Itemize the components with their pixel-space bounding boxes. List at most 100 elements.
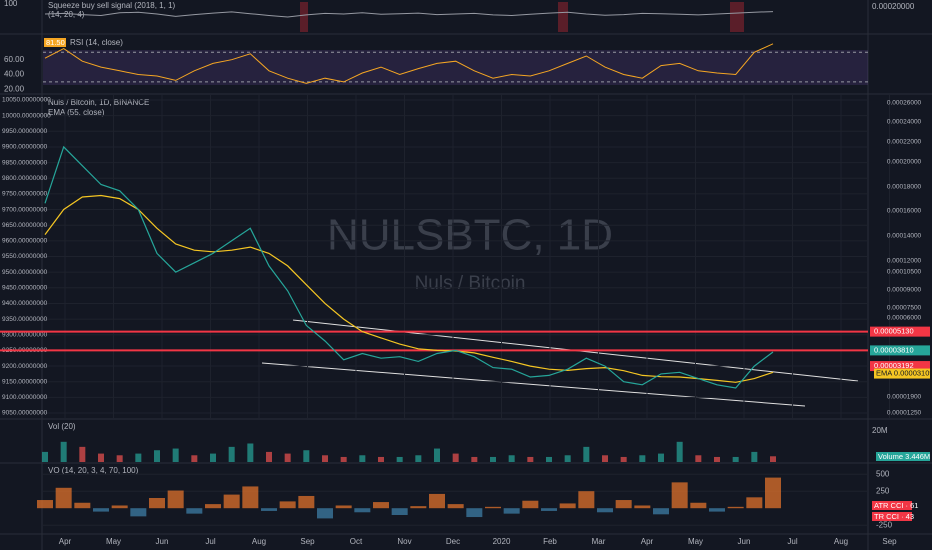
volume-bar [303, 450, 310, 462]
y-tick-label: 9100.00000000 [2, 394, 48, 401]
y-tick-label: 9600.00000000 [2, 238, 48, 245]
volume-bar [676, 441, 683, 462]
volume-bar [415, 455, 422, 462]
volume-bar [695, 455, 702, 462]
right-tick-label: 0.00020000 [887, 159, 922, 166]
volume-bar [490, 456, 496, 462]
right-tick-label: 0.00009000 [887, 287, 922, 294]
vo-bar [317, 508, 333, 519]
y-tick-label: 9700.00000000 [2, 206, 48, 213]
right-tick-label: 0.00014000 [887, 233, 922, 240]
vo-bar [541, 508, 557, 511]
y-tick-label: 10050.00000000 [2, 97, 51, 104]
right-tick: 20M [872, 426, 888, 435]
vo-bar [634, 505, 651, 509]
price-line [44, 145, 774, 389]
volume-bar [60, 441, 67, 462]
right-tick-label: 0.00022000 [887, 139, 922, 146]
volume-bar [116, 455, 123, 462]
left-tick: 100 [4, 0, 18, 8]
watermark-sub: Nuls / Bitcoin [415, 273, 526, 294]
volume-bar [322, 455, 328, 462]
y-tick-label: 9450.00000000 [2, 285, 48, 292]
volume-bar [228, 446, 235, 462]
volume-bar [247, 443, 254, 462]
trend-line [261, 362, 806, 407]
volume-bar [452, 453, 459, 462]
vo-bar [559, 503, 576, 509]
price-badge-bg [870, 361, 930, 372]
time-label: Sep [882, 537, 897, 546]
volume-bar [266, 451, 272, 462]
volume-bar [284, 453, 291, 462]
volume-bar [732, 456, 739, 462]
vo-bar [485, 506, 501, 509]
time-label: Jul [205, 537, 215, 546]
volume-bar [583, 446, 590, 462]
volume-bar [770, 456, 776, 462]
vo-bar [447, 504, 464, 509]
volume-bar [191, 455, 198, 462]
volume-bar [471, 456, 478, 462]
volume-bar [434, 448, 440, 462]
time-label: Jun [156, 537, 169, 546]
vo-bar [74, 502, 91, 509]
signal-band [558, 2, 568, 32]
vo-bar [466, 508, 483, 518]
volume-bar [602, 455, 608, 462]
time-label: May [688, 537, 703, 546]
vo-bar [93, 508, 109, 512]
vo-tick-label: 250 [876, 486, 890, 495]
volume-badge: Volume 3.446M [878, 452, 930, 461]
pane-sublabel: (14, 20, 4) [48, 10, 85, 19]
vo-bar [690, 502, 707, 509]
pane-label: Squeeze buy sell signal (2018, 1, 1) [48, 1, 176, 10]
y-tick-label: 9200.00000000 [2, 363, 48, 370]
vo-bar [709, 508, 725, 512]
level-badge-bg [870, 326, 930, 337]
vo-bar [167, 490, 184, 509]
vo-bar [130, 508, 147, 517]
level-badge: 0.00003810 [874, 345, 914, 354]
vo-bar [615, 500, 632, 509]
time-label: 2020 [493, 537, 511, 546]
vo-bar [298, 495, 315, 509]
right-tick-label: 0.00026000 [887, 100, 922, 107]
volume-bar [527, 456, 534, 462]
volume-badge-bg [876, 452, 930, 461]
right-tick-label: 0.00016000 [887, 208, 922, 215]
pane-label: RSI (14, close) [70, 38, 123, 47]
vo-bar [522, 500, 539, 509]
volume-bar [396, 456, 403, 462]
signal-band [300, 2, 308, 32]
vo-bar [205, 504, 221, 509]
volume-bar [546, 456, 552, 462]
pane-label: Vol (20) [48, 422, 76, 431]
time-label: May [106, 537, 121, 546]
volume-bar [508, 455, 515, 462]
vo-bar [429, 493, 445, 509]
vo-bar [373, 502, 389, 509]
time-label: Dec [446, 537, 460, 546]
right-tick-label: 0.00006000 [887, 315, 922, 322]
volume-bar [172, 448, 179, 462]
vo-bar [727, 506, 744, 509]
time-label: Sep [300, 537, 315, 546]
vo-tick-label: -250 [876, 520, 893, 529]
volume-bar [714, 456, 720, 462]
y-tick-label: 9900.00000000 [2, 144, 48, 151]
volume-bar [639, 455, 646, 462]
volume-bar [135, 453, 142, 462]
level-badge: 0.00005130 [874, 327, 914, 336]
vo-bar [503, 508, 520, 514]
main-title: Nuls / Bitcoin, 1D, BINANCE [48, 98, 149, 107]
right-tick: 0.00020000 [872, 2, 915, 11]
rsi-line [44, 43, 774, 84]
y-tick-label: 9850.00000000 [2, 159, 48, 166]
rsi-band-fill [43, 50, 868, 85]
y-tick-label: 10000.00000000 [2, 112, 51, 119]
y-tick-label: 9800.00000000 [2, 175, 48, 182]
right-tick-label: 0.00010500 [887, 269, 922, 276]
vo-badge-bg [872, 512, 912, 521]
